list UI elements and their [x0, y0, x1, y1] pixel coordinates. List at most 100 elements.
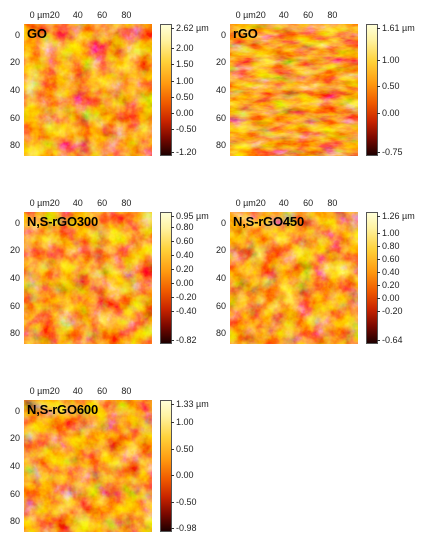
- afm-height-map: [24, 212, 152, 344]
- y-tick-label: 20: [215, 245, 226, 256]
- colorbar-tick-label: 0.50: [171, 91, 194, 102]
- x-tick-label: 40: [278, 198, 289, 208]
- afm-panel-2: 0 µm 20 40 60 80 0 20 40 60 80 N,S-rGO300 0.95 µm 0.…: [4, 192, 214, 352]
- colorbar-tick-label: 0.00: [171, 470, 194, 481]
- x-tick-label: 60: [303, 10, 314, 20]
- colorbar-tick-label: -0.50: [171, 124, 197, 135]
- afm-panel-4: 0 µm 20 40 60 80 0 20 40 60 80 N,S-rGO600 1.33 µm 1.…: [4, 380, 214, 540]
- x-tick-label: 20: [255, 10, 266, 20]
- x-tick-label: 60: [97, 198, 108, 208]
- colorbar-tick-label: -0.40: [171, 305, 197, 316]
- colorbar-tick-label: 0.00: [171, 277, 194, 288]
- x-tick-label: 80: [327, 198, 338, 208]
- afm-panel-3: 0 µm 20 40 60 80 0 20 40 60 80 N,S-rGO450 1.26 µm 1.…: [210, 192, 420, 352]
- x-tick-label: 60: [303, 198, 314, 208]
- y-tick-label: 0: [220, 29, 226, 40]
- colorbar-tick-label: 1.33 µm: [171, 399, 209, 409]
- colorbar-tick-label: 1.61 µm: [377, 23, 415, 33]
- y-tick-label: 0: [220, 217, 226, 228]
- colorbar-tick-label: 0.20: [171, 263, 194, 274]
- colorbar-tick-label: 1.00: [171, 75, 194, 86]
- y-tick-label: 40: [9, 85, 20, 95]
- y-tick-label: 80: [215, 140, 226, 151]
- y-tick-label: 60: [9, 488, 20, 499]
- panel-label: N,S-rGO300: [27, 214, 98, 229]
- x-tick-label: 0 µm: [29, 386, 50, 396]
- x-tick-label: 20: [49, 10, 60, 20]
- colorbar-tick-label: 0.00: [377, 293, 400, 304]
- colorbar-tick-label: 1.00: [377, 227, 400, 238]
- x-tick-label: 80: [121, 386, 132, 396]
- panel-label: GO: [27, 26, 47, 41]
- x-tick-label: 0 µm: [235, 10, 256, 20]
- afm-height-map: [24, 400, 152, 532]
- colorbar: [160, 24, 172, 156]
- x-tick-label: 0 µm: [29, 198, 50, 208]
- y-tick-label: 40: [215, 273, 226, 283]
- colorbar-tick-label: -1.20: [171, 147, 197, 157]
- panel-label: N,S-rGO450: [233, 214, 304, 229]
- colorbar: [160, 212, 172, 344]
- x-tick-label: 20: [255, 198, 266, 208]
- x-tick-label: 80: [327, 10, 338, 20]
- colorbar-tick-label: 0.80: [377, 241, 400, 252]
- y-tick-label: 60: [215, 112, 226, 123]
- colorbar: [366, 212, 378, 344]
- y-tick-label: 0: [14, 217, 20, 228]
- colorbar-tick-label: 0.95 µm: [171, 211, 209, 221]
- y-tick-label: 40: [9, 461, 20, 471]
- afm-panel-1: 0 µm 20 40 60 80 0 20 40 60 80 rGO 1.61 µm 1.00 0.50 0…: [210, 4, 420, 164]
- colorbar-tick-label: -0.98: [171, 523, 197, 533]
- y-tick-label: 40: [215, 85, 226, 95]
- y-tick-label: 80: [9, 328, 20, 339]
- y-tick-label: 20: [9, 433, 20, 444]
- colorbar-tick-label: 1.26 µm: [377, 211, 415, 221]
- colorbar-tick-label: 2.00: [171, 43, 194, 54]
- y-tick-label: 40: [9, 273, 20, 283]
- x-tick-label: 20: [49, 198, 60, 208]
- y-tick-label: 0: [14, 29, 20, 40]
- colorbar-tick-label: -0.82: [171, 335, 197, 345]
- x-tick-label: 80: [121, 10, 132, 20]
- colorbar-tick-label: 0.00: [377, 107, 400, 118]
- colorbar-tick-label: -0.50: [171, 497, 197, 508]
- y-tick-label: 20: [9, 57, 20, 68]
- y-tick-label: 0: [14, 405, 20, 416]
- y-tick-label: 20: [9, 245, 20, 256]
- colorbar: [160, 400, 172, 532]
- y-tick-label: 80: [9, 516, 20, 527]
- x-tick-label: 40: [278, 10, 289, 20]
- afm-height-map: [230, 24, 358, 156]
- y-tick-label: 60: [9, 112, 20, 123]
- x-tick-label: 0 µm: [235, 198, 256, 208]
- x-tick-label: 20: [49, 386, 60, 396]
- afm-height-map: [230, 212, 358, 344]
- y-tick-label: 60: [9, 300, 20, 311]
- colorbar-tick-label: 0.50: [377, 81, 400, 92]
- colorbar-tick-label: 0.80: [171, 221, 194, 232]
- afm-panel-0: 0 µm 20 40 60 80 0 20 40 60 80 GO 2.62 µm 2.00 1.50 1.…: [4, 4, 214, 164]
- colorbar-tick-label: 0.60: [377, 254, 400, 265]
- afm-height-map: [24, 24, 152, 156]
- colorbar-tick-label: 0.20: [377, 280, 400, 291]
- y-tick-label: 80: [9, 140, 20, 151]
- x-tick-label: 60: [97, 10, 108, 20]
- x-tick-label: 40: [72, 198, 83, 208]
- panel-label: rGO: [233, 26, 258, 41]
- colorbar-tick-label: 1.00: [171, 416, 194, 427]
- colorbar-tick-label: 0.50: [171, 443, 194, 454]
- colorbar-tick-label: -0.20: [377, 306, 403, 317]
- x-tick-label: 80: [121, 198, 132, 208]
- x-tick-label: 40: [72, 386, 83, 396]
- colorbar: [366, 24, 378, 156]
- colorbar-tick-label: 1.50: [171, 59, 194, 70]
- panel-label: N,S-rGO600: [27, 402, 98, 417]
- x-tick-label: 0 µm: [29, 10, 50, 20]
- x-tick-label: 60: [97, 386, 108, 396]
- colorbar-tick-label: 0.60: [171, 235, 194, 246]
- y-tick-label: 80: [215, 328, 226, 339]
- colorbar-tick-label: 2.62 µm: [171, 23, 209, 33]
- colorbar-tick-label: -0.20: [171, 291, 197, 302]
- y-tick-label: 60: [215, 300, 226, 311]
- y-tick-label: 20: [215, 57, 226, 68]
